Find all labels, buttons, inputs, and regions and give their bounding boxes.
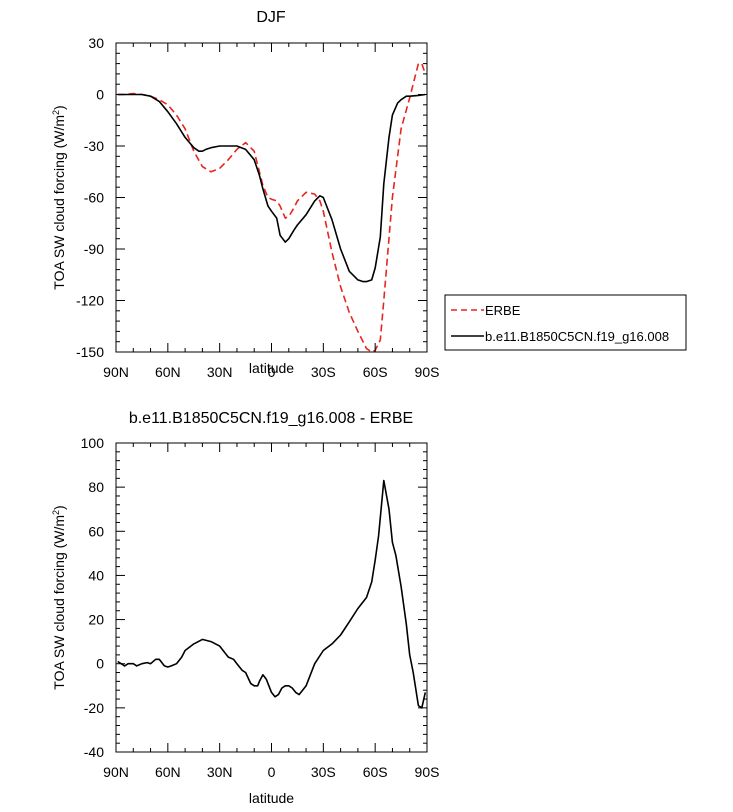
x-tick-label: 30N [207,364,233,380]
y-tick-label: -60 [84,190,104,206]
x-tick-label: 60S [363,364,388,380]
x-tick-label: 30S [311,364,336,380]
chart-title: DJF [256,9,286,26]
x-tick-label: 30S [311,764,336,780]
y-tick-label: 80 [88,479,104,495]
x-tick-label: 90S [415,364,440,380]
x-tick-label: 30N [207,764,233,780]
y-axis-title-superscript: 2 [51,510,61,515]
x-tick-label: 0 [268,764,276,780]
y-tick-label: 40 [88,567,104,583]
y-tick-label: -90 [84,241,104,257]
y-tick-label: -30 [84,138,104,154]
y-tick-label: -120 [76,293,104,309]
y-tick-label: -20 [84,700,104,716]
legend-label-model: b.e11.B1850C5CN.f19_g16.008 [485,329,669,344]
x-tick-label: 0 [268,364,276,380]
x-axis-title: latitude [249,360,294,376]
y-tick-label: 0 [96,87,104,103]
y-tick-label: 60 [88,523,104,539]
x-tick-label: 90N [103,364,129,380]
y-axis-title-close: ) [51,105,67,110]
y-tick-label: 20 [88,612,104,628]
series-line-erbe [117,62,427,353]
y-tick-label: 0 [96,656,104,672]
plot-frame [115,442,428,753]
y-axis-title-close: ) [51,505,67,510]
y-tick-label: 100 [81,435,105,451]
y-tick-label: 30 [88,35,104,51]
y-axis-title-text: TOA SW cloud forcing (W/m [51,115,67,290]
x-tick-label: 90N [103,764,129,780]
y-axis-title: TOA SW cloud forcing (W/m2) [51,505,67,689]
x-tick-label: 60N [155,364,181,380]
y-axis-title-superscript: 2 [51,110,61,115]
chart-panel-top: DJF 90N 60N 30N 0 30S 60S 90S 30 0 -30 -60 -90 -120 -… [51,9,687,380]
chart-panel-bottom: b.e11.B1850C5CN.f19_g16.008 - ERBE 90N 60… [51,410,439,806]
x-axis-title: latitude [249,790,294,806]
x-tick-label: 60N [155,764,181,780]
series-line-difference [117,479,427,709]
x-tick-label: 60S [363,764,388,780]
y-tick-label: -40 [84,744,104,760]
x-tick-label: 90S [415,764,440,780]
chart-title: b.e11.B1850C5CN.f19_g16.008 - ERBE [129,410,413,427]
series-line-b-e11-b1850c5cn-f19-g16-008 [117,93,426,283]
y-tick-label: -150 [76,344,104,360]
plot-frame [115,42,428,353]
y-axis-title-text: TOA SW cloud forcing (W/m [51,515,67,690]
legend: ERBE b.e11.B1850C5CN.f19_g16.008 [444,294,687,351]
y-axis-title: TOA SW cloud forcing (W/m2) [51,105,67,289]
legend-label-erbe: ERBE [485,303,521,318]
legend-box [444,294,687,351]
